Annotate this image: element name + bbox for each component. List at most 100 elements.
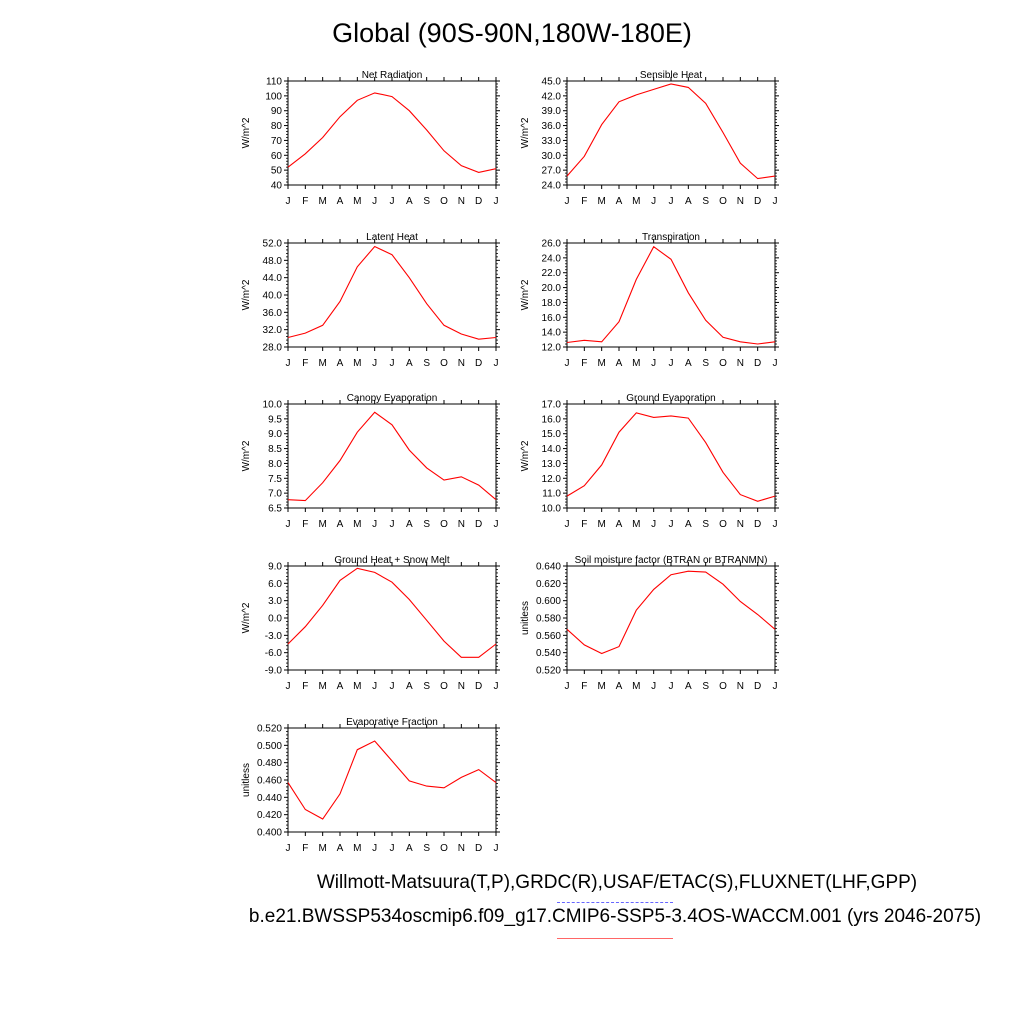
chart-8: Soil moisture factor (BTRAN or BTRANMN) u… bbox=[520, 555, 779, 692]
x-tick-label: A bbox=[685, 358, 692, 369]
x-tick-label: A bbox=[337, 196, 344, 207]
x-tick-label: S bbox=[423, 681, 430, 692]
x-tick-label: D bbox=[475, 681, 482, 692]
y-axis-label: W/m^2 bbox=[241, 117, 252, 148]
plot-frame bbox=[566, 403, 776, 509]
y-tick-label: 10.0 bbox=[542, 504, 562, 515]
chart-title: Soil moisture factor (BTRAN or BTRANMN) bbox=[575, 555, 768, 566]
x-tick-label: A bbox=[337, 519, 344, 530]
x-tick-label: J bbox=[390, 358, 395, 369]
x-tick-label: O bbox=[440, 681, 448, 692]
y-tick-label: 0.520 bbox=[536, 666, 561, 677]
y-tick-label: 28.0 bbox=[263, 343, 283, 354]
chart-5: Canopy Evaporation W/m^2 6.5 7.0 7.5 8.0 8.5 9.… bbox=[241, 393, 500, 530]
y-tick-label: 24.0 bbox=[542, 181, 562, 192]
x-tick-label: J bbox=[286, 843, 291, 854]
x-tick-label: J bbox=[372, 681, 377, 692]
y-axis-label: W/m^2 bbox=[520, 440, 531, 471]
y-tick-label: 0.500 bbox=[257, 741, 282, 752]
x-tick-label: J bbox=[286, 196, 291, 207]
y-tick-label: 6.5 bbox=[268, 504, 282, 515]
y-tick-label: 42.0 bbox=[542, 91, 562, 102]
x-tick-label: N bbox=[458, 196, 465, 207]
x-tick-label: D bbox=[754, 196, 761, 207]
x-tick-label: J bbox=[565, 358, 570, 369]
y-tick-label: 11.0 bbox=[542, 489, 561, 500]
x-tick-label: S bbox=[702, 681, 709, 692]
x-tick-label: J bbox=[286, 358, 291, 369]
y-axis-label: W/m^2 bbox=[520, 117, 531, 148]
y-tick-label: 22.0 bbox=[542, 268, 562, 279]
x-tick-label: J bbox=[372, 519, 377, 530]
chart-title: Ground Evaporation bbox=[626, 393, 716, 404]
y-tick-label: 39.0 bbox=[542, 106, 562, 117]
y-axis-label: W/m^2 bbox=[241, 279, 252, 310]
x-tick-label: J bbox=[773, 358, 778, 369]
plot-frame bbox=[287, 403, 497, 509]
x-tick-label: J bbox=[494, 519, 499, 530]
x-tick-label: M bbox=[318, 681, 326, 692]
x-tick-label: M bbox=[632, 519, 640, 530]
x-tick-label: S bbox=[702, 519, 709, 530]
y-tick-label: 0.540 bbox=[536, 648, 561, 659]
y-tick-label: 45.0 bbox=[542, 77, 562, 88]
y-tick-label: 0.400 bbox=[257, 828, 282, 839]
x-tick-label: M bbox=[597, 519, 605, 530]
x-tick-label: J bbox=[286, 519, 291, 530]
plot-frame bbox=[566, 565, 776, 671]
x-tick-label: N bbox=[737, 196, 744, 207]
x-tick-label: D bbox=[475, 196, 482, 207]
x-tick-label: D bbox=[754, 358, 761, 369]
y-tick-label: 3.0 bbox=[268, 596, 282, 607]
x-tick-label: O bbox=[440, 843, 448, 854]
y-tick-label: -6.0 bbox=[265, 648, 283, 659]
y-tick-label: 20.0 bbox=[542, 283, 562, 294]
x-tick-label: J bbox=[669, 358, 674, 369]
x-tick-label: J bbox=[390, 196, 395, 207]
x-tick-label: J bbox=[372, 196, 377, 207]
plot-frame bbox=[566, 242, 776, 348]
chart-6: Ground Evaporation W/m^2 10.0 11.0 12.0 13.0 1… bbox=[520, 393, 779, 530]
x-tick-label: A bbox=[406, 843, 413, 854]
x-tick-label: J bbox=[494, 681, 499, 692]
y-tick-label: 44.0 bbox=[263, 273, 283, 284]
x-tick-label: J bbox=[565, 519, 570, 530]
plot-frame bbox=[287, 242, 497, 348]
x-tick-label: D bbox=[475, 843, 482, 854]
y-axis-label: unitless bbox=[241, 763, 252, 797]
x-tick-label: M bbox=[353, 196, 361, 207]
chart-title: Net Radiation bbox=[362, 70, 423, 81]
x-tick-label: D bbox=[475, 519, 482, 530]
y-tick-label: -9.0 bbox=[265, 666, 283, 677]
y-tick-label: 12.0 bbox=[542, 343, 562, 354]
page-title: Global (90S-90N,180W-180E) bbox=[332, 18, 692, 48]
y-tick-label: 9.5 bbox=[268, 414, 282, 425]
x-tick-label: J bbox=[372, 843, 377, 854]
x-tick-label: O bbox=[440, 196, 448, 207]
x-tick-label: O bbox=[719, 196, 727, 207]
y-tick-label: 40 bbox=[271, 181, 283, 192]
chart-4: Transpiration W/m^2 12.0 14.0 16.0 18.0 20.0 22… bbox=[520, 232, 779, 369]
x-tick-label: O bbox=[719, 358, 727, 369]
y-tick-label: 16.0 bbox=[542, 313, 562, 324]
x-tick-label: M bbox=[632, 196, 640, 207]
x-tick-label: A bbox=[685, 519, 692, 530]
series-line bbox=[566, 245, 776, 345]
x-tick-label: A bbox=[406, 681, 413, 692]
x-tick-label: A bbox=[406, 196, 413, 207]
y-tick-label: 7.0 bbox=[268, 489, 282, 500]
y-tick-label: 48.0 bbox=[263, 256, 283, 267]
x-tick-label: A bbox=[685, 196, 692, 207]
x-tick-label: N bbox=[458, 519, 465, 530]
y-tick-label: 36.0 bbox=[263, 308, 283, 319]
y-tick-label: 13.0 bbox=[542, 459, 562, 470]
x-tick-label: J bbox=[565, 196, 570, 207]
series-line bbox=[566, 570, 776, 655]
obs-legend-line bbox=[557, 902, 673, 903]
y-tick-label: 14.0 bbox=[542, 328, 562, 339]
chart-2: Sensible Heat W/m^2 24.0 27.0 30.0 33.0 36.0 39… bbox=[520, 70, 779, 207]
x-tick-label: M bbox=[353, 843, 361, 854]
y-tick-label: 0.520 bbox=[257, 724, 282, 735]
y-tick-label: 9.0 bbox=[268, 429, 282, 440]
y-tick-label: 26.0 bbox=[542, 239, 562, 250]
